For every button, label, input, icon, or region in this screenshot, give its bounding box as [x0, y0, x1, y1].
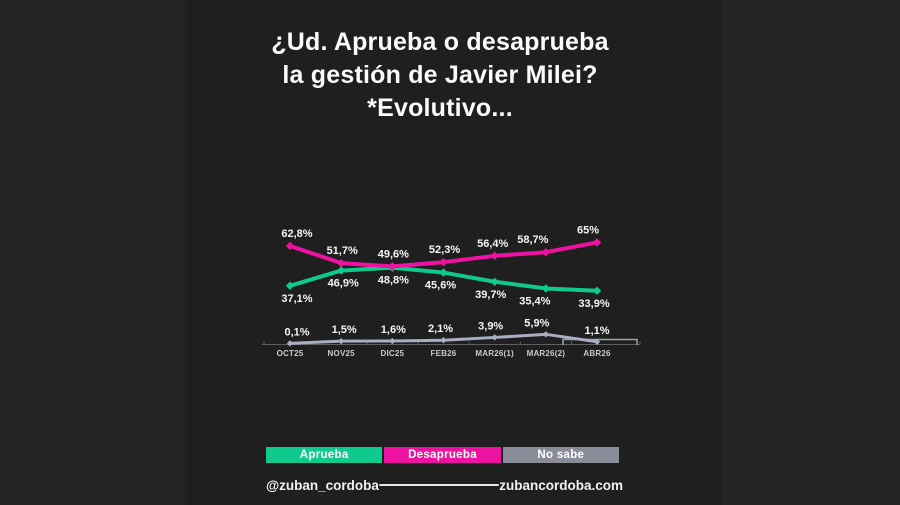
- footer-website: zubancordoba.com: [499, 477, 623, 493]
- series-aprueba-data-label: 33,9%: [578, 298, 609, 310]
- series-desaprueba-point-marker: [592, 238, 602, 247]
- series-no-sabe-data-label: 5,9%: [524, 317, 549, 329]
- series-desaprueba-data-label: 56,4%: [477, 238, 508, 250]
- series-aprueba-data-label: 45,6%: [425, 280, 456, 292]
- series-aprueba-data-label: 46,9%: [328, 278, 359, 290]
- highlight-bracket-abr26: [562, 338, 638, 345]
- series-no-sabe-data-label: 1,1%: [584, 325, 609, 337]
- series-desaprueba-data-label: 62,8%: [281, 228, 312, 240]
- legend-item-no-sabe: No sabe: [502, 447, 619, 463]
- x-axis-label: NOV25: [328, 349, 356, 358]
- series-aprueba-point-marker: [285, 281, 295, 291]
- series-no-sabe-point-marker: [542, 331, 550, 338]
- footer: @zuban_cordoba zubancordoba.com: [266, 476, 623, 494]
- series-no-sabe-point-marker: [286, 340, 294, 347]
- series-desaprueba-point-marker: [541, 248, 551, 257]
- title-line-3: *Evolutivo...: [367, 94, 513, 122]
- series-no-sabe-data-label: 1,6%: [381, 324, 406, 336]
- series-desaprueba-point-marker: [490, 251, 499, 260]
- footer-divider: [378, 484, 500, 486]
- series-no-sabe-point-marker: [389, 337, 396, 345]
- x-axis-label: MAR26(2): [527, 349, 566, 358]
- series-aprueba-point-marker: [490, 277, 499, 286]
- page-title: ¿Ud. Aprueba o desaprueba la gestión de …: [185, 26, 695, 125]
- series-desaprueba-data-label: 65%: [577, 224, 599, 236]
- series-aprueba-data-label: 35,4%: [519, 295, 550, 307]
- series-no-sabe-data-label: 2,1%: [428, 323, 453, 335]
- series-desaprueba-point-marker: [285, 241, 295, 251]
- series-aprueba-point-marker: [592, 286, 602, 295]
- title-line-2: la gestión de Javier Milei?: [282, 61, 598, 89]
- series-aprueba-data-label: 39,7%: [475, 289, 506, 301]
- series-desaprueba-point-marker: [388, 262, 397, 271]
- series-aprueba-data-label: 37,1%: [281, 293, 312, 305]
- x-axis-label: FEB26: [431, 349, 457, 358]
- series-desaprueba-point-marker: [336, 258, 346, 268]
- series-no-sabe-point-marker: [491, 334, 498, 341]
- legend-item-desaprueba: Desaprueba: [384, 447, 501, 463]
- series-aprueba-point-marker: [336, 266, 346, 275]
- series-no-sabe-data-label: 1,5%: [332, 324, 357, 336]
- series-desaprueba-data-label: 52,3%: [429, 244, 460, 256]
- chart-legend: Aprueba Desaprueba No sabe: [266, 447, 619, 463]
- x-axis-label: OCT25: [277, 349, 304, 358]
- footer-handle: @zuban_cordoba: [266, 477, 379, 493]
- legend-item-aprueba: Aprueba: [266, 447, 383, 463]
- series-desaprueba-point-marker: [439, 257, 448, 267]
- series-desaprueba-data-label: 51,7%: [327, 245, 358, 257]
- series-no-sabe-point-marker: [440, 337, 447, 344]
- series-aprueba-data-label: 48,8%: [378, 275, 409, 287]
- x-axis-label: ABR26: [583, 349, 611, 358]
- series-no-sabe-point-marker: [337, 337, 345, 345]
- title-line-1: ¿Ud. Aprueba o desaprueba: [271, 28, 609, 56]
- series-no-sabe-data-label: 0,1%: [284, 326, 309, 338]
- slide-background: [185, 0, 722, 505]
- series-aprueba-point-marker: [541, 284, 551, 293]
- series-no-sabe-data-label: 3,9%: [478, 320, 503, 332]
- x-axis-label: DIC25: [380, 349, 404, 358]
- series-aprueba-point-marker: [439, 268, 448, 277]
- series-no-sabe-point-marker: [593, 338, 601, 345]
- series-desaprueba-data-label: 58,7%: [517, 234, 548, 246]
- series-desaprueba-data-label: 49,6%: [378, 248, 409, 260]
- x-axis-label: MAR26(1): [475, 349, 514, 358]
